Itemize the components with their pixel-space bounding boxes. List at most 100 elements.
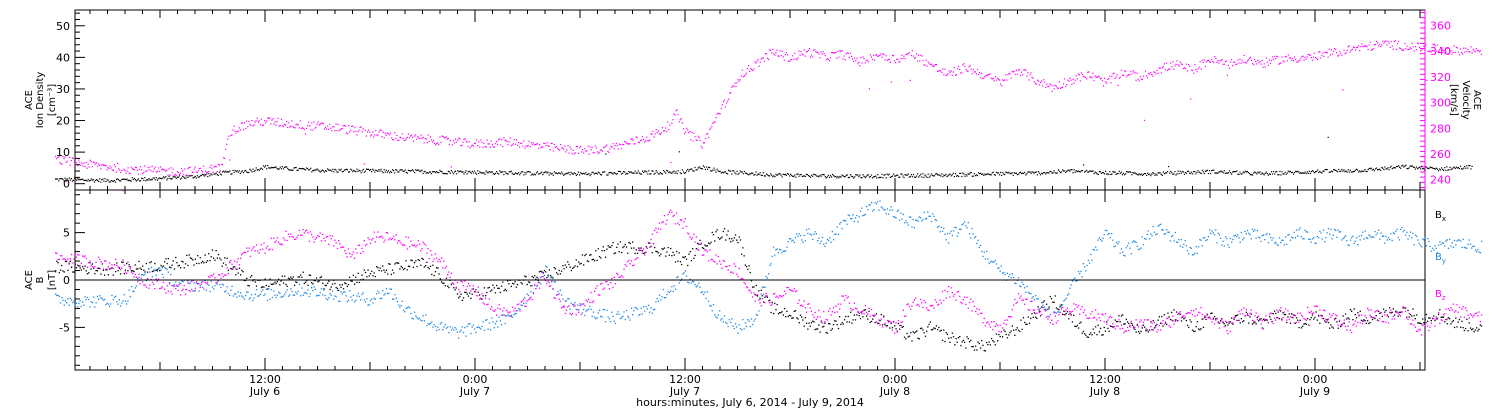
b-y-point bbox=[94, 306, 96, 308]
b-x-point bbox=[805, 322, 808, 324]
ion-density-point bbox=[1267, 174, 1269, 176]
velocity-point bbox=[303, 128, 306, 130]
b-x-point bbox=[590, 254, 592, 256]
velocity-point bbox=[262, 124, 265, 126]
velocity-point bbox=[860, 57, 862, 59]
b-x-point bbox=[1049, 295, 1051, 298]
ion-density-point bbox=[416, 169, 418, 172]
velocity-point bbox=[1248, 57, 1251, 59]
ion-density-point bbox=[759, 172, 761, 174]
velocity-point bbox=[1174, 65, 1176, 67]
ion-density-point bbox=[1336, 170, 1338, 172]
velocity-point bbox=[1459, 48, 1462, 50]
velocity-point bbox=[1348, 45, 1350, 47]
ion-density-point bbox=[636, 172, 638, 174]
b-y-point bbox=[940, 226, 942, 228]
b-x-point bbox=[344, 282, 346, 284]
velocity-point bbox=[1390, 41, 1392, 43]
b-y-point bbox=[693, 281, 695, 283]
velocity-point bbox=[633, 143, 635, 145]
ion-density-point bbox=[1463, 167, 1465, 169]
b-y-point bbox=[670, 290, 672, 292]
ion-density-point bbox=[352, 171, 354, 173]
b-x-point bbox=[1115, 320, 1118, 323]
ion-density-point bbox=[1258, 172, 1260, 174]
velocity-point bbox=[1011, 70, 1013, 72]
ion-density-point bbox=[1339, 170, 1341, 173]
b-x-point bbox=[1313, 318, 1315, 320]
b-y-point bbox=[416, 317, 418, 319]
b-x-point bbox=[144, 271, 146, 273]
ion-density-point bbox=[73, 177, 76, 179]
velocity-point bbox=[1015, 69, 1017, 71]
velocity-point bbox=[714, 121, 716, 123]
velocity-point bbox=[1351, 48, 1353, 50]
b-x-point bbox=[627, 252, 629, 254]
b-y-point bbox=[1283, 244, 1285, 246]
ion-density-point bbox=[90, 178, 92, 180]
velocity-point bbox=[168, 168, 170, 170]
ion-density-point bbox=[225, 170, 227, 172]
ion-density-point bbox=[1193, 170, 1195, 173]
ion-density-point bbox=[740, 171, 742, 173]
velocity-point bbox=[1046, 83, 1048, 85]
b-y-point bbox=[619, 317, 621, 320]
b-y-point bbox=[450, 329, 452, 331]
b-x-point bbox=[1297, 319, 1299, 321]
velocity-point bbox=[1386, 44, 1388, 46]
b-y-point bbox=[921, 220, 923, 222]
b-x-point bbox=[521, 283, 523, 285]
b-x-point bbox=[1144, 326, 1146, 328]
b-x-point bbox=[576, 265, 579, 268]
ion-density-point bbox=[130, 180, 132, 182]
b-x-point bbox=[149, 262, 151, 264]
ion-density-point bbox=[528, 171, 530, 173]
b-y-point bbox=[456, 331, 459, 333]
b-x-point bbox=[236, 268, 238, 270]
ion-density-point bbox=[936, 173, 938, 175]
top-left-tick-label: 0 bbox=[63, 178, 70, 191]
ion-density-point bbox=[707, 168, 709, 170]
velocity-point bbox=[1354, 49, 1357, 51]
b-x-point bbox=[119, 273, 122, 275]
b-x-point bbox=[1103, 326, 1105, 329]
b-y-point bbox=[891, 209, 893, 211]
b-y-point bbox=[986, 250, 988, 252]
b-y-point bbox=[546, 266, 548, 268]
velocity-point bbox=[990, 77, 992, 79]
b-y-point bbox=[1055, 312, 1058, 314]
ion-density-point bbox=[988, 173, 990, 175]
ion-density-point bbox=[111, 180, 113, 182]
b-x-point bbox=[548, 269, 550, 271]
b-x-point bbox=[818, 324, 820, 326]
velocity-point bbox=[594, 145, 596, 147]
ion-density-point bbox=[336, 171, 338, 173]
velocity-point bbox=[831, 52, 833, 54]
velocity-point bbox=[304, 133, 307, 135]
b-x-point bbox=[188, 254, 190, 256]
velocity-point bbox=[1243, 54, 1245, 56]
b-x-point bbox=[570, 269, 572, 272]
ion-density-point bbox=[1344, 171, 1346, 173]
ion-density-point bbox=[186, 175, 188, 177]
ion-density-point bbox=[1422, 168, 1424, 170]
velocity-point bbox=[1446, 48, 1448, 50]
b-y-point bbox=[68, 304, 70, 306]
velocity-point bbox=[1228, 67, 1231, 69]
ion-density-point bbox=[885, 177, 887, 179]
b-x-series bbox=[55, 228, 1483, 352]
b-x-point bbox=[1015, 329, 1017, 331]
b-x-point bbox=[102, 269, 105, 271]
b-x-point bbox=[937, 328, 939, 331]
ion-density-point bbox=[231, 173, 233, 175]
ion-density-point bbox=[1445, 169, 1447, 171]
b-x-point bbox=[465, 291, 467, 294]
b-y-point bbox=[1157, 225, 1159, 227]
velocity-point bbox=[494, 143, 497, 145]
velocity-point bbox=[234, 130, 236, 132]
velocity-point bbox=[410, 134, 413, 136]
velocity-point bbox=[490, 140, 492, 142]
ion-density-point bbox=[498, 173, 500, 175]
b-y-point bbox=[908, 216, 911, 218]
b-x-point bbox=[313, 279, 315, 282]
